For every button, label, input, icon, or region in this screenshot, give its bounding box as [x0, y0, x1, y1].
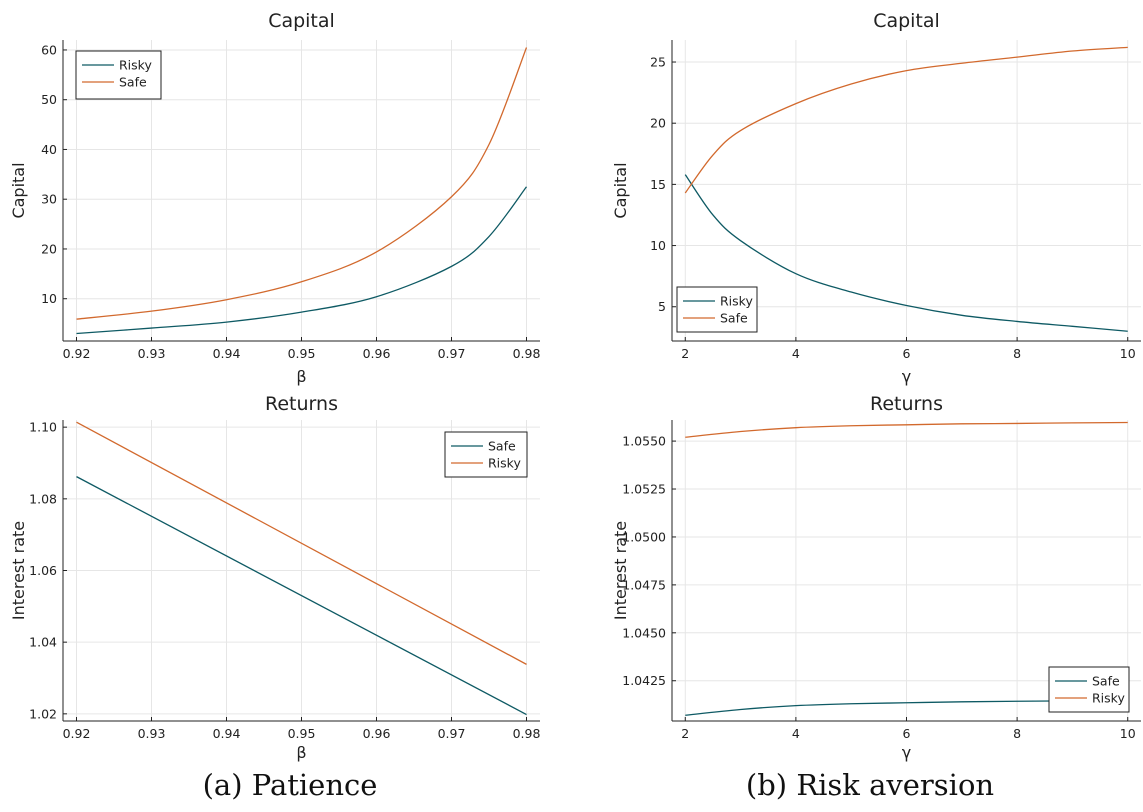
- y-tick-label: 1.02: [29, 706, 57, 721]
- y-tick-label: 1.04: [29, 635, 57, 650]
- y-axis-label: Interest rate: [611, 521, 630, 620]
- x-tick-label: 6: [903, 726, 911, 741]
- x-axis-label: γ: [902, 743, 911, 762]
- y-tick-label: 1.0450: [622, 625, 666, 640]
- x-tick-label: 0.95: [288, 726, 316, 741]
- y-axis-label: Capital: [611, 162, 630, 218]
- x-tick-label: 8: [1013, 726, 1021, 741]
- x-tick-label: 0.97: [438, 346, 466, 361]
- x-tick-label: 4: [792, 346, 800, 361]
- y-tick-label: 40: [41, 142, 57, 157]
- legend: Risky Safe: [75, 50, 162, 100]
- y-tick-label: 25: [650, 55, 666, 70]
- chart-panel-3: 0.92 0.93 0.94 0.95 0.96 0.97 0.98 1.02 1.04 1.06…: [9, 393, 540, 762]
- y-tick-label: 1.0425: [622, 673, 666, 688]
- x-tick-label: 0.92: [63, 346, 91, 361]
- chart-panel-1: 0.92 0.93 0.94 0.95 0.96 0.97 0.98 10 20 30 40 50 60…: [9, 10, 540, 386]
- y-tick-label: 1.10: [29, 420, 57, 435]
- y-tick-label: 20: [650, 116, 666, 131]
- y-tick-label: 1.0525: [622, 482, 666, 497]
- y-tick-label: 20: [41, 241, 57, 256]
- x-tick-label: 0.98: [513, 726, 541, 741]
- x-tick-label: 4: [792, 726, 800, 741]
- chart-title: Returns: [265, 393, 338, 415]
- series-line-safe: [76, 47, 528, 320]
- y-tick-label: 1.0550: [622, 434, 666, 449]
- chart-panel-4: 2 4 6 8 10 1.0425 1.0450 1.0475 1.0500 1.0525 1.05…: [611, 393, 1141, 762]
- y-tick-label: 1.0500: [622, 529, 666, 544]
- x-tick-label: 2: [681, 726, 689, 741]
- y-tick-label: 10: [41, 291, 57, 306]
- y-tick-label: 10: [650, 238, 666, 253]
- legend-label: Risky: [720, 294, 753, 309]
- legend-label: Safe: [488, 439, 516, 454]
- legend-label: Risky: [488, 456, 521, 471]
- legend-label: Safe: [720, 311, 748, 326]
- x-tick-label: 10: [1120, 726, 1136, 741]
- legend-label: Risky: [119, 58, 152, 73]
- x-axis-label: β: [296, 743, 306, 762]
- y-tick-label: 1.0475: [622, 577, 666, 592]
- x-axis-label: β: [296, 367, 306, 386]
- y-tick-label: 50: [41, 92, 57, 107]
- x-tick-label: 0.96: [363, 346, 391, 361]
- legend-box: [444, 431, 528, 478]
- caption-right: (b) Risk aversion: [745, 768, 995, 802]
- x-tick-label: 0.98: [513, 346, 541, 361]
- x-tick-label: 2: [681, 346, 689, 361]
- chart-title: Capital: [873, 10, 940, 32]
- x-axis-label: γ: [902, 367, 911, 386]
- series-line-safe: [76, 476, 527, 716]
- chart-title: Capital: [268, 10, 335, 32]
- legend-box: [1048, 666, 1130, 713]
- y-tick-label: 60: [41, 42, 57, 57]
- chart-title: Returns: [870, 393, 943, 415]
- series-line-risky: [76, 421, 527, 665]
- y-tick-label: 30: [41, 192, 57, 207]
- y-tick-label: 15: [650, 177, 666, 192]
- y-axis-label: Interest rate: [9, 521, 28, 620]
- x-tick-label: 0.93: [138, 346, 166, 361]
- x-tick-label: 0.92: [63, 726, 91, 741]
- x-tick-label: 0.96: [363, 726, 391, 741]
- legend: Risky Safe: [676, 286, 758, 333]
- legend: Safe Risky: [1048, 666, 1130, 713]
- series-line-risky: [685, 421, 1128, 438]
- legend-label: Safe: [119, 75, 147, 90]
- y-tick-label: 5: [658, 299, 666, 314]
- legend-label: Risky: [1092, 691, 1125, 706]
- caption-left: (a) Patience: [202, 768, 378, 802]
- x-tick-label: 0.93: [138, 726, 166, 741]
- legend-box: [676, 286, 758, 333]
- series-line-risky: [684, 174, 1128, 332]
- y-axis-label: Capital: [9, 162, 28, 218]
- series-line-safe: [684, 46, 1128, 194]
- legend: Safe Risky: [444, 431, 528, 478]
- y-tick-label: 1.08: [29, 491, 57, 506]
- x-tick-label: 6: [903, 346, 911, 361]
- x-tick-label: 0.97: [438, 726, 466, 741]
- x-tick-label: 0.95: [288, 346, 316, 361]
- legend-box: [75, 50, 162, 100]
- y-tick-label: 1.06: [29, 563, 57, 578]
- x-tick-label: 0.94: [213, 346, 241, 361]
- x-tick-label: 8: [1013, 346, 1021, 361]
- x-tick-label: 0.94: [213, 726, 241, 741]
- series-line-risky: [76, 186, 528, 335]
- x-tick-label: 10: [1120, 346, 1136, 361]
- chart-panel-2: 2 4 6 8 10 5 10 15 20 25 Capital γ Capital Risky Safe: [611, 10, 1141, 386]
- legend-label: Safe: [1092, 674, 1120, 689]
